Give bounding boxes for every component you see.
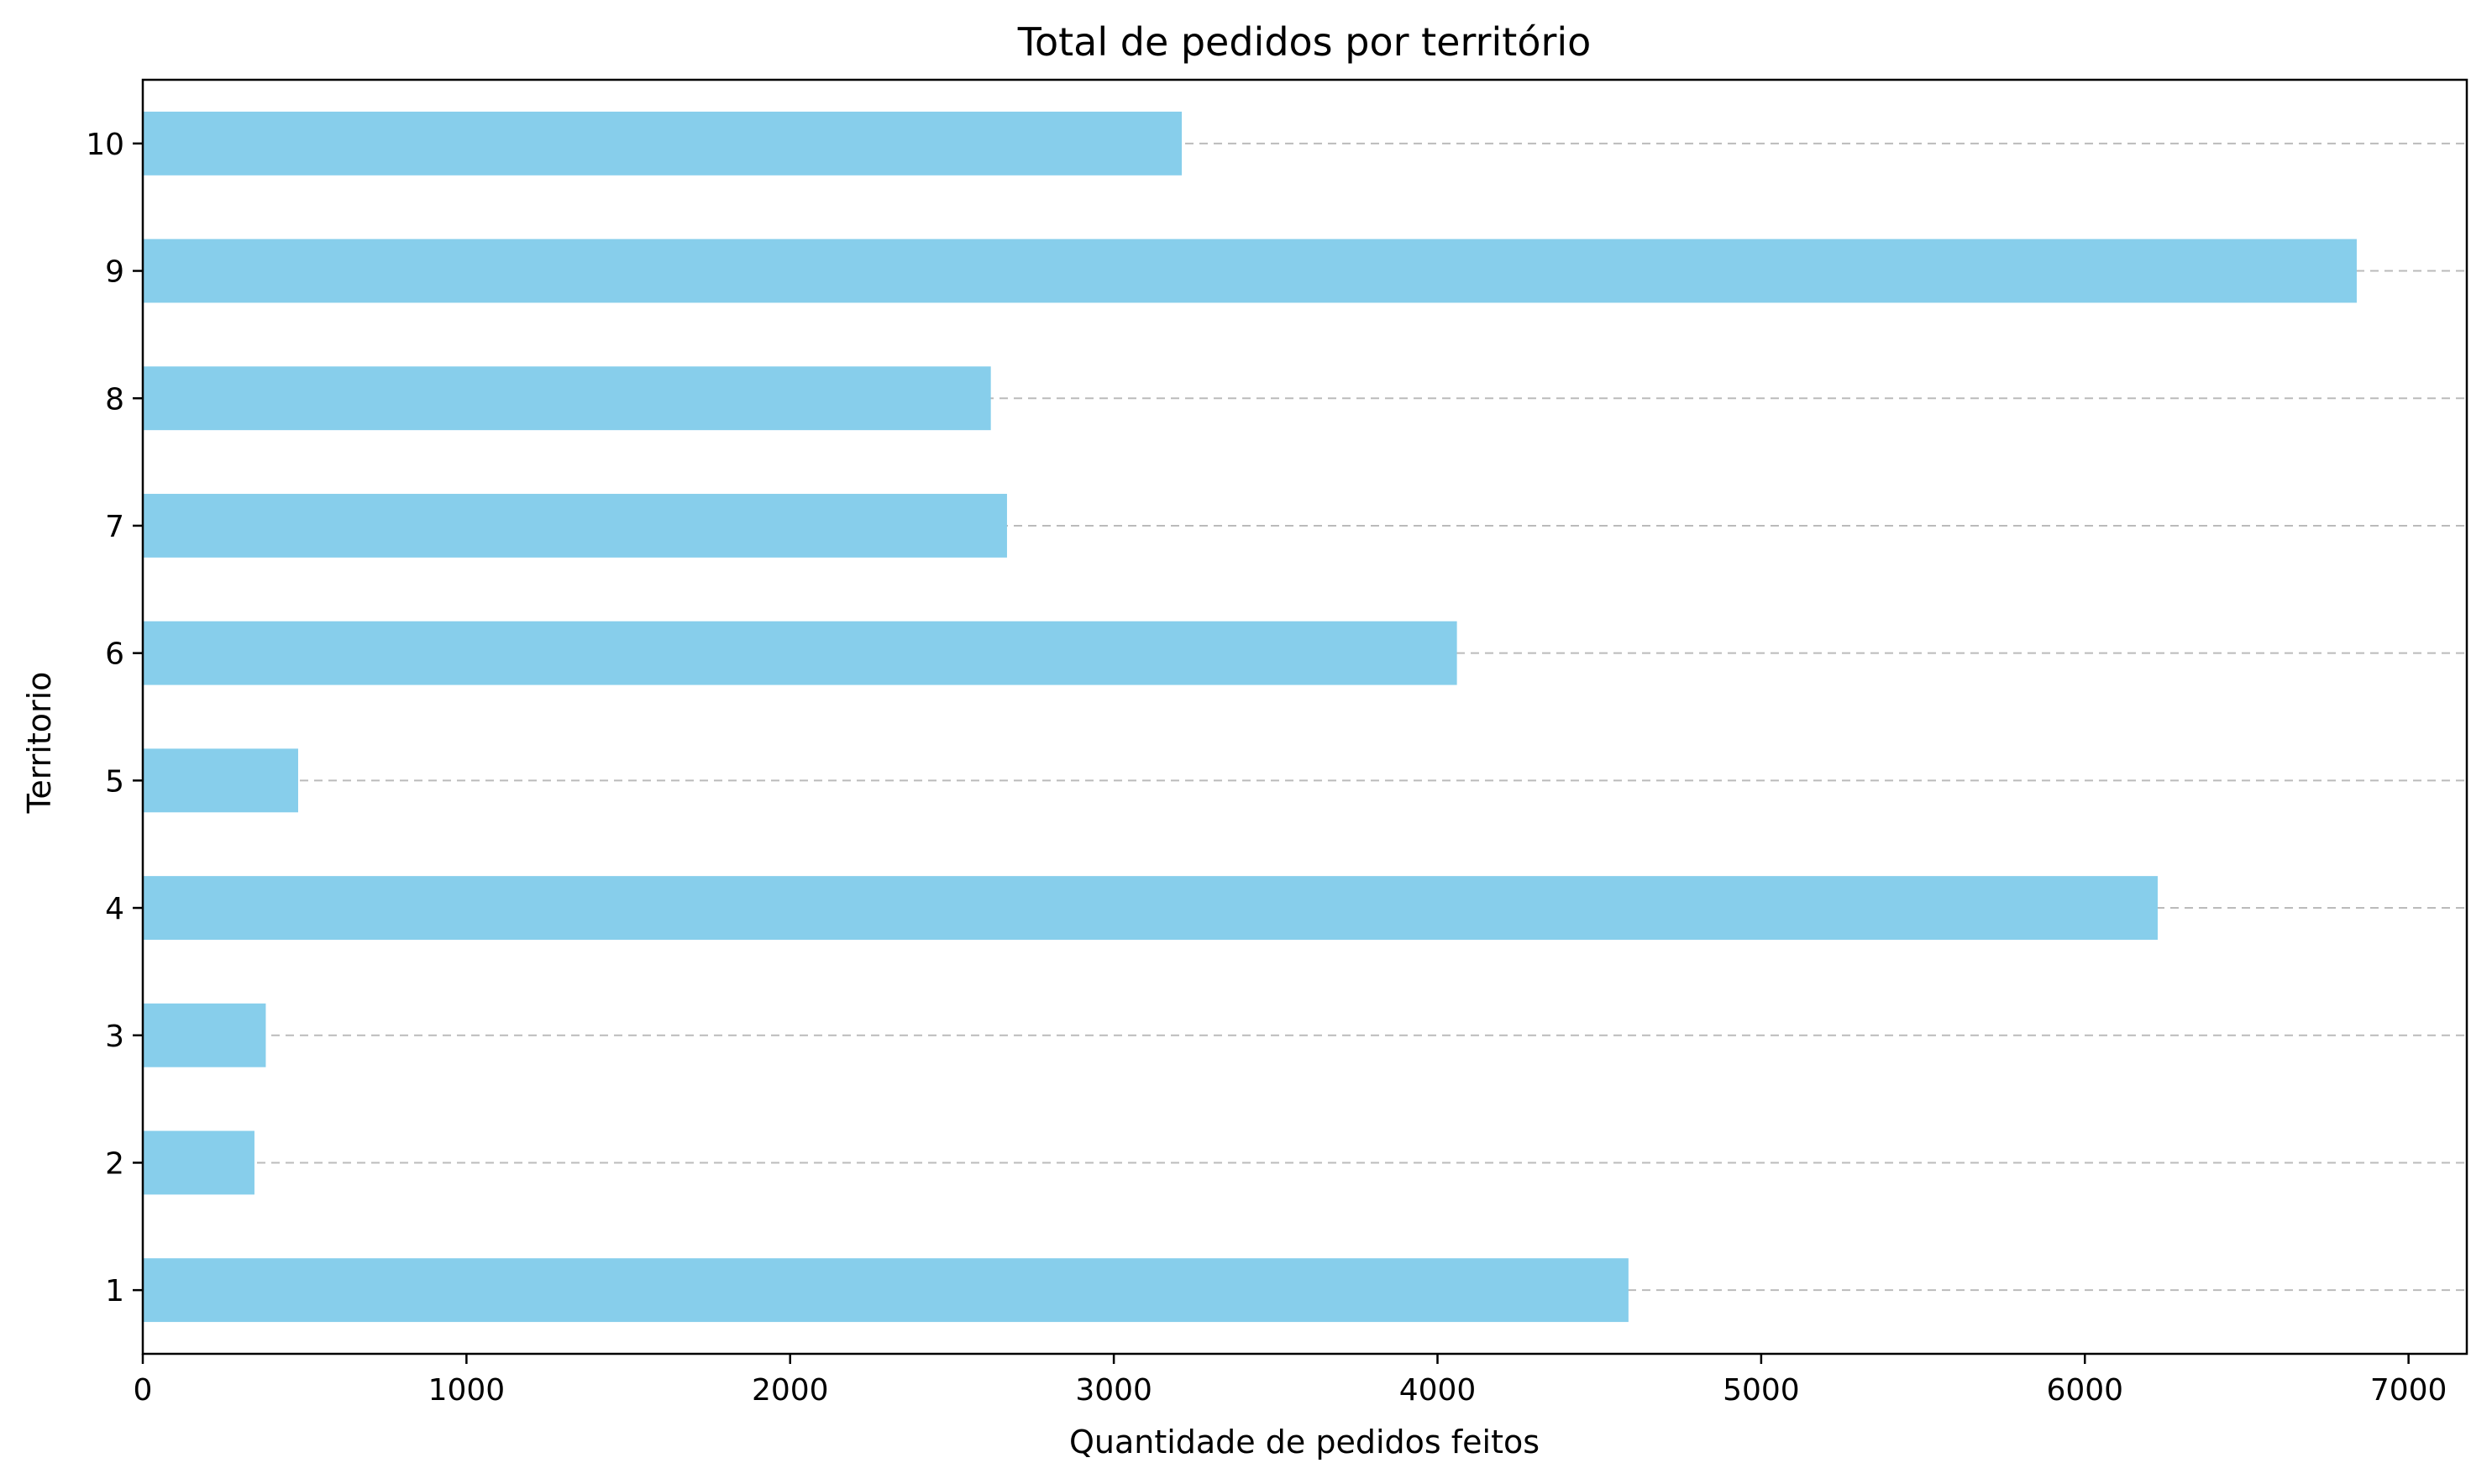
x-tick-label: 1000	[428, 1373, 506, 1408]
bar-territorio-1	[143, 1258, 1629, 1323]
bar-territorio-5	[143, 748, 298, 813]
y-axis-title: Territorio	[21, 672, 58, 815]
y-tick-label: 9	[105, 255, 124, 290]
y-tick-label: 10	[86, 128, 124, 162]
y-tick-label: 6	[105, 637, 124, 672]
x-tick-label: 2000	[752, 1373, 829, 1408]
plot-frame	[141, 78, 2468, 1356]
y-tick-label: 5	[105, 764, 124, 799]
bar-territorio-9	[143, 239, 2357, 303]
bars	[143, 111, 2357, 1323]
y-tick-label: 1	[105, 1274, 124, 1308]
bar-territorio-6	[143, 621, 1457, 685]
y-tick-label: 8	[105, 382, 124, 417]
bar-territorio-2	[143, 1130, 254, 1195]
x-axis-title: Quantidade de pedidos feitos	[1069, 1424, 1540, 1460]
grid-lines	[143, 142, 2467, 1292]
y-tick-label: 2	[105, 1146, 124, 1181]
bar-territorio-7	[143, 494, 1007, 558]
x-tick-label: 6000	[2046, 1373, 2123, 1408]
x-tick-label: 3000	[1075, 1373, 1152, 1408]
chart-title: Total de pedidos por território	[1017, 19, 1592, 65]
bar-territorio-4	[143, 876, 2158, 940]
y-tick-label: 4	[105, 892, 124, 926]
bar-territorio-10	[143, 111, 1183, 176]
x-tick-label: 0	[134, 1373, 153, 1408]
x-tick-label: 5000	[1723, 1373, 1800, 1408]
bar-territorio-3	[143, 1003, 266, 1067]
x-tick-label: 4000	[1399, 1373, 1477, 1408]
x-axis-ticks: 0 1000 2000 3000 4000 5000 6000 7000	[134, 1354, 2447, 1408]
x-tick-label: 7000	[2370, 1373, 2447, 1408]
y-tick-label: 7	[105, 510, 124, 544]
y-tick-label: 3	[105, 1020, 124, 1054]
bar-territorio-8	[143, 366, 991, 431]
y-axis-ticks: 1 2 3 4 5 6 7 8 9 10	[86, 128, 143, 1308]
